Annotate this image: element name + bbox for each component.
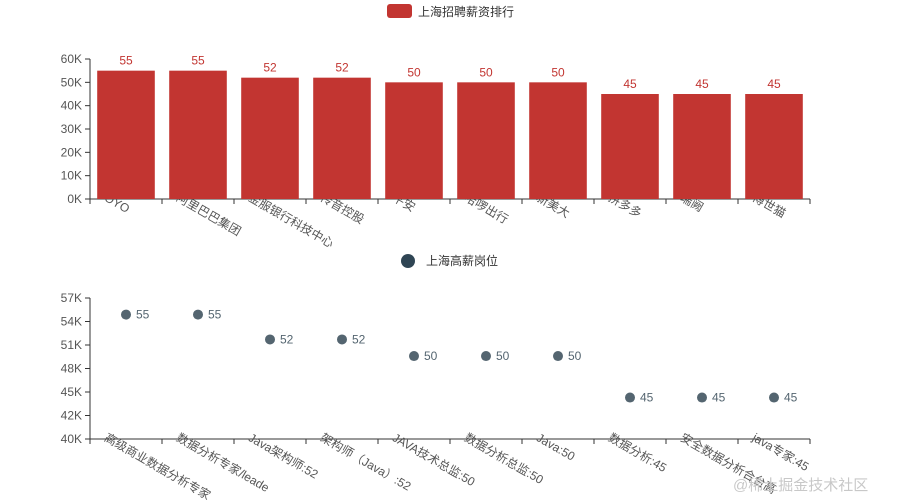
y-tick-label: 50K xyxy=(61,75,82,89)
bar-value-label: 50 xyxy=(479,65,493,79)
bar-value-label: 45 xyxy=(695,77,709,91)
point-value-label: 45 xyxy=(712,391,726,405)
y-tick-label: 60K xyxy=(61,52,82,66)
bar-value-label: 52 xyxy=(263,61,277,75)
point-value-label: 50 xyxy=(568,349,582,363)
y-tick-label: 48K xyxy=(61,362,82,376)
scatter-point[interactable] xyxy=(481,351,491,362)
bar-value-label: 50 xyxy=(551,65,565,79)
y-tick-label: 42K xyxy=(61,409,82,423)
bar[interactable] xyxy=(529,82,587,199)
scatter-point[interactable] xyxy=(409,351,419,362)
y-tick-label: 45K xyxy=(61,385,82,399)
bar-y-axis: 0K 10K 20K 30K 40K 50K 60K xyxy=(61,52,91,206)
bar-value-label: 45 xyxy=(767,77,781,91)
scatter-point[interactable] xyxy=(697,392,707,403)
bar-value-label: 45 xyxy=(623,77,637,91)
y-tick-label: 57K xyxy=(61,291,82,305)
scatter-point[interactable] xyxy=(769,392,779,403)
bar[interactable] xyxy=(745,94,803,199)
y-tick-label: 54K xyxy=(61,315,82,329)
bar[interactable] xyxy=(457,82,515,199)
point-value-label: 55 xyxy=(136,308,150,322)
scatter-legend-label: 上海高薪岗位 xyxy=(426,253,498,268)
bar[interactable] xyxy=(169,70,227,200)
y-tick-label: 51K xyxy=(61,338,82,352)
x-tick-label: 数据分析:45 xyxy=(606,430,670,475)
y-tick-label: 40K xyxy=(61,432,82,446)
bar[interactable] xyxy=(241,77,299,199)
bar-legend-label: 上海招聘薪资排行 xyxy=(418,4,514,19)
point-value-label: 45 xyxy=(640,391,654,405)
bar[interactable] xyxy=(385,82,443,199)
point-value-label: 52 xyxy=(280,332,294,346)
bar-value-label: 50 xyxy=(407,65,421,79)
bar[interactable] xyxy=(97,70,155,200)
bar[interactable] xyxy=(313,77,371,199)
watermark: @稀土掘金技术社区 xyxy=(733,477,868,494)
bar-series: 55 55 52 52 50 50 50 45 45 45 xyxy=(97,54,803,200)
point-value-label: 52 xyxy=(352,332,366,346)
point-value-label: 45 xyxy=(784,391,798,405)
y-tick-label: 40K xyxy=(61,99,82,113)
scatter-point[interactable] xyxy=(553,351,563,362)
y-tick-label: 0K xyxy=(67,192,82,206)
point-value-label: 55 xyxy=(208,308,222,322)
bar[interactable] xyxy=(601,94,659,199)
point-value-label: 50 xyxy=(424,349,438,363)
scatter-point[interactable] xyxy=(193,309,203,320)
scatter-point[interactable] xyxy=(121,309,131,320)
x-tick-label: Java:50 xyxy=(534,430,578,463)
scatter-y-axis: 40K 42K 45K 48K 51K 54K 57K xyxy=(61,291,91,446)
y-tick-label: 10K xyxy=(61,169,82,183)
scatter-legend[interactable]: 上海高薪岗位 xyxy=(401,253,498,268)
bar-value-label: 55 xyxy=(191,54,205,68)
x-tick-label: java专家:45 xyxy=(749,429,812,474)
scatter-point[interactable] xyxy=(265,334,275,345)
scatter-point[interactable] xyxy=(337,334,347,345)
bar-legend[interactable]: 上海招聘薪资排行 xyxy=(387,4,514,19)
scatter-x-axis: 高级商业数据分析专家数据分析专家/leadeJava架构师:52架构师（Java… xyxy=(89,429,812,500)
point-value-label: 50 xyxy=(496,349,510,363)
scatter-point[interactable] xyxy=(625,392,635,403)
bar-value-label: 55 xyxy=(119,54,133,68)
bar[interactable] xyxy=(673,94,731,199)
y-tick-label: 30K xyxy=(61,122,82,136)
scatter-legend-swatch xyxy=(401,254,415,268)
bar-value-label: 52 xyxy=(335,61,349,75)
bar-legend-swatch xyxy=(387,4,412,18)
scatter-series: 55 55 52 52 50 50 50 45 45 45 xyxy=(121,308,798,405)
y-tick-label: 20K xyxy=(61,145,82,159)
